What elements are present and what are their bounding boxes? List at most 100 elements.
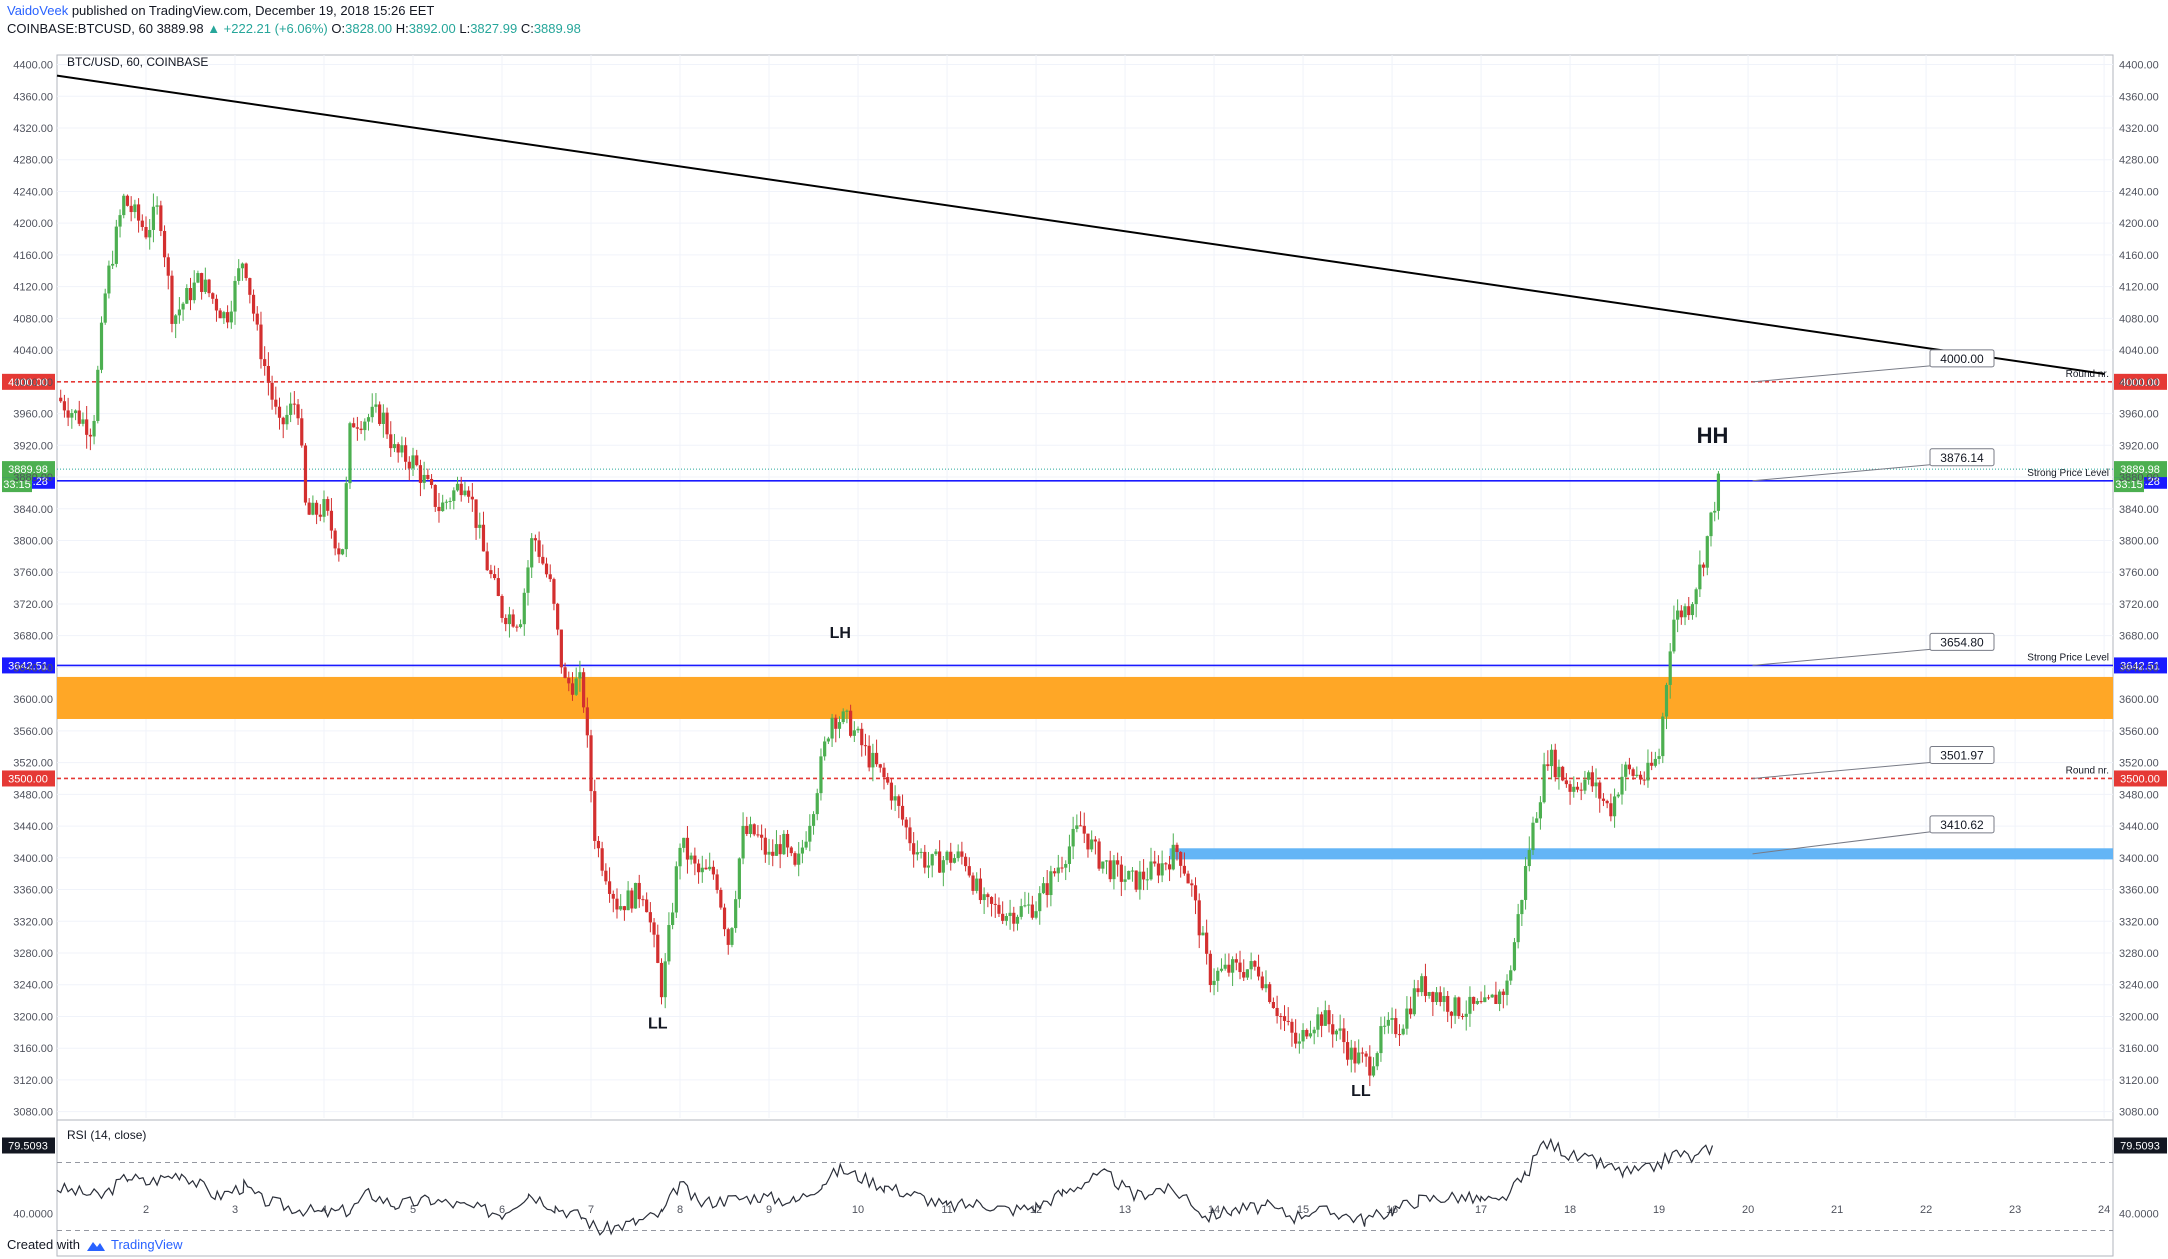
last-price-value: 3889.98 — [156, 21, 204, 36]
candle-body — [700, 867, 704, 873]
candle-body — [1420, 976, 1424, 993]
candle-body — [1219, 968, 1224, 971]
candle-body — [411, 455, 415, 469]
y-tick-label-right: 3480.00 — [2119, 789, 2159, 801]
candle-body — [837, 722, 842, 729]
candle-body — [107, 265, 111, 294]
candle-body — [889, 782, 894, 801]
candle-body — [941, 860, 945, 873]
close-label: C: — [520, 21, 534, 36]
level-tag-left-text: 3642.51 — [8, 660, 48, 672]
low-label: L: — [459, 21, 471, 36]
level-tag-right-text: 4000.00 — [2120, 377, 2160, 389]
countdown-tag — [2114, 477, 2144, 493]
candle-body — [418, 465, 423, 483]
y-tick-label-right: 3360.00 — [2119, 885, 2159, 897]
candle-body — [448, 500, 452, 502]
time-axis[interactable]: 2 3 4 5 6 7 8 9 10 11 12 13 14 15 16 17 18 19 20 21 22 23 24 — [143, 1204, 2110, 1216]
y-tick-label-left: 3800.00 — [13, 535, 53, 547]
candle-body — [348, 423, 352, 484]
candle-body — [1312, 1029, 1316, 1034]
candle-body — [830, 717, 834, 739]
candle-body — [1594, 782, 1598, 787]
candle-body — [326, 499, 330, 511]
candle-body — [674, 866, 678, 913]
candle-body — [1676, 610, 1680, 620]
candle-body — [600, 848, 604, 871]
candle-body — [1672, 619, 1676, 652]
candle-body — [233, 280, 237, 312]
candle-body — [433, 484, 437, 507]
candle-body — [478, 524, 482, 528]
candle-body — [544, 563, 549, 575]
candle-body — [203, 279, 207, 292]
x-tick-label: 2 — [143, 1204, 149, 1216]
candle-body — [1108, 860, 1112, 880]
candle-body — [426, 474, 430, 479]
candle-body — [756, 834, 760, 836]
y-tick-label-left: 4200.00 — [13, 218, 53, 230]
candle-body — [1353, 1047, 1357, 1064]
rsi-value-left: 79.5093 — [8, 1141, 48, 1153]
candle-body — [192, 282, 196, 301]
candle-body — [88, 434, 92, 437]
candle-body — [934, 851, 938, 855]
candle-body — [882, 767, 886, 778]
candle-body — [1164, 863, 1168, 865]
candle-body — [500, 595, 504, 618]
candle-body — [1034, 911, 1038, 918]
candle-body — [474, 499, 478, 528]
candle-body — [62, 401, 67, 411]
x-tick-label: 22 — [1920, 1204, 1932, 1216]
candle-body — [1431, 992, 1435, 1003]
rsi-line — [56, 1137, 1714, 1236]
candle-body — [222, 312, 226, 319]
candle-body — [1438, 992, 1442, 1003]
candle-body — [1494, 994, 1498, 1005]
price-axis[interactable]: 4400.00 4400.00 4360.00 4360.00 4320.00 4320.… — [13, 60, 2159, 1119]
candle-body — [1038, 893, 1042, 912]
candle-body — [893, 796, 897, 801]
candle-body — [1001, 913, 1005, 921]
y-tick-label-left: 4240.00 — [13, 186, 53, 198]
x-tick-label: 17 — [1475, 1204, 1487, 1216]
candle-body — [956, 851, 960, 859]
y-tick-label-left: 3480.00 — [13, 789, 53, 801]
y-tick-label-left: 3520.00 — [13, 758, 53, 770]
candle-body — [1383, 1025, 1387, 1027]
candle-body — [441, 502, 445, 512]
candle-body — [1446, 995, 1450, 1012]
candle-body — [496, 578, 500, 596]
candle-body — [1664, 684, 1669, 717]
candle-body — [915, 852, 919, 855]
level-callouts: 4000.00 3876.14 3654.80 3501.97 3410.62 — [1752, 349, 1995, 855]
candle-body — [467, 490, 471, 497]
candle-body — [912, 843, 916, 855]
candle-body — [711, 866, 716, 875]
candle-body — [1193, 885, 1198, 901]
candle-body — [1486, 997, 1491, 999]
y-tick-label-left: 3880.00 — [13, 472, 53, 484]
y-tick-label-right: 3280.00 — [2119, 948, 2159, 960]
candle-body — [596, 840, 601, 849]
candle-body — [1598, 782, 1602, 799]
candle-body — [1624, 764, 1628, 777]
candle-body — [303, 445, 308, 503]
candle-body — [1141, 871, 1146, 880]
rsi-pane: 79.5093 79.5093 40.0000 40.0000 — [2, 1119, 2167, 1236]
candle-body — [1479, 1000, 1483, 1003]
y-tick-label-left: 3160.00 — [13, 1043, 53, 1055]
candle-body — [1709, 512, 1713, 537]
candle-body — [1268, 984, 1272, 1002]
candle-body — [793, 853, 797, 865]
level-tag-right-text: 3500.00 — [2120, 773, 2160, 785]
candle-body — [1475, 1000, 1479, 1004]
candle-body — [96, 369, 100, 421]
candle-body — [385, 412, 389, 435]
author-link[interactable]: VaidoVeek — [7, 3, 69, 18]
candle-body — [533, 538, 537, 541]
candle-body — [1553, 749, 1557, 778]
tradingview-brand[interactable]: TradingView — [111, 1237, 183, 1253]
candle-body — [704, 867, 708, 870]
